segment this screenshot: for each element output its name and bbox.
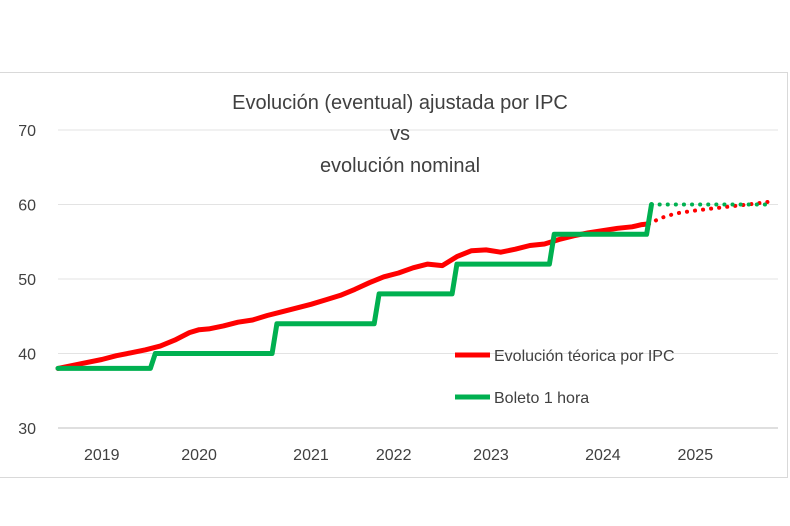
x-tick-label: 2020 xyxy=(181,447,217,464)
chart-title-line-1: Evolución (eventual) ajustada por IPC xyxy=(232,92,568,114)
legend-label-ipc: Evolución téorica por IPC xyxy=(494,348,675,365)
series-line-0 xyxy=(55,221,652,371)
y-tick-label: 30 xyxy=(18,421,36,438)
y-tick-label: 70 xyxy=(18,123,36,140)
chart-frame xyxy=(0,72,788,478)
legend: Evolución téorica por IPC Boleto 1 hora xyxy=(455,348,675,407)
x-tick-label: 2023 xyxy=(473,447,509,464)
y-tick-label: 60 xyxy=(18,198,36,215)
series-lines xyxy=(55,199,774,371)
x-tick-label: 2019 xyxy=(84,447,120,464)
chart-title-line-3: evolución nominal xyxy=(320,155,480,177)
y-tick-label: 50 xyxy=(18,272,36,289)
x-axis-ticks: 2019 2020 2021 2022 2023 2024 2025 xyxy=(84,447,713,464)
y-axis-ticks: 30 40 50 60 70 xyxy=(18,123,36,438)
x-tick-label: 2024 xyxy=(585,447,621,464)
legend-label-boleto: Boleto 1 hora xyxy=(494,390,589,407)
x-tick-label: 2025 xyxy=(678,447,714,464)
series-line-1 xyxy=(55,202,654,371)
x-tick-label: 2021 xyxy=(293,447,329,464)
y-tick-label: 40 xyxy=(18,347,36,364)
x-tick-label: 2022 xyxy=(376,447,412,464)
chart-title-line-2: vs xyxy=(390,123,410,145)
